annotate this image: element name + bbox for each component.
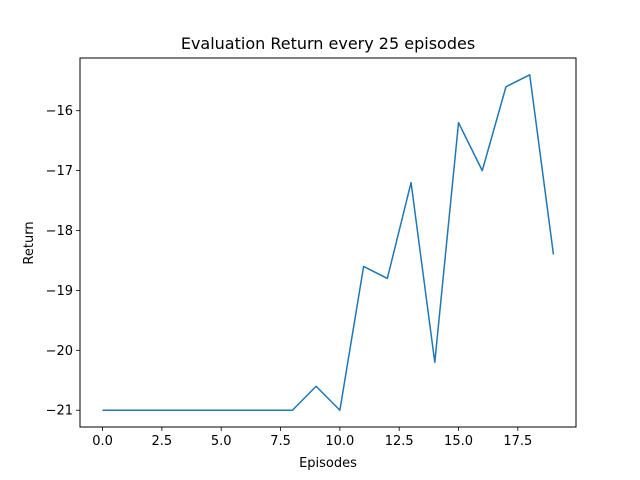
y-axis-ticks: −21 −20 −19 −18 −17 −16	[46, 104, 80, 419]
x-tick-label: 7.5	[270, 434, 291, 449]
x-tick-label: 2.5	[152, 434, 173, 449]
y-tick-label: −21	[46, 404, 73, 419]
x-tick-label: 15.0	[444, 434, 473, 449]
y-tick-label: −16	[46, 104, 73, 119]
x-tick-label: 17.5	[503, 434, 532, 449]
y-tick-label: −17	[46, 164, 73, 179]
series-line-0	[102, 74, 555, 411]
axes-frame	[79, 57, 577, 428]
x-tick-label: 12.5	[385, 434, 414, 449]
y-axis-label: Return	[22, 221, 37, 264]
y-tick-label: −18	[46, 224, 73, 239]
x-tick-label: 5.0	[211, 434, 232, 449]
x-axis-label: Episodes	[299, 456, 357, 471]
chart-title: Evaluation Return every 25 episodes	[181, 34, 475, 53]
x-tick-label: 10.0	[325, 434, 354, 449]
x-axis-ticks: 0.0 2.5 5.0 7.5 10.0 12.5 15.0 17.5	[92, 427, 532, 449]
y-tick-label: −20	[46, 344, 73, 359]
plot-area	[102, 74, 555, 411]
y-tick-label: −19	[46, 284, 73, 299]
x-tick-label: 0.0	[92, 434, 113, 449]
